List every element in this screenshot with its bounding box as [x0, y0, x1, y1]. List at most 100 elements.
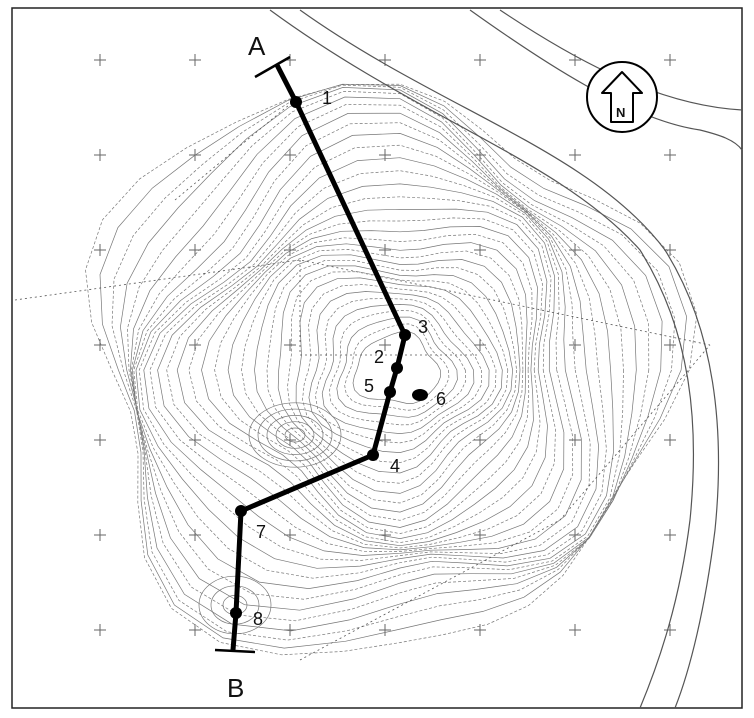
- contour-line: [135, 133, 599, 569]
- point-4-marker: [367, 449, 379, 461]
- grid-cross: [474, 244, 486, 256]
- contour-line: [248, 402, 342, 468]
- grid-cross: [664, 434, 676, 446]
- north-arrow-icon: N: [586, 61, 658, 133]
- contour-line: [328, 310, 467, 426]
- point-1-label: 1: [322, 88, 332, 108]
- section-end-cap-a: [254, 55, 291, 79]
- contour-line: [120, 87, 663, 632]
- grid-cross: [379, 244, 391, 256]
- contour-line: [149, 170, 574, 552]
- contour-line: [138, 144, 591, 561]
- grid-cross: [94, 339, 106, 351]
- grid-cross: [94, 434, 106, 446]
- contour-line: [275, 421, 315, 449]
- grid-cross: [94, 54, 106, 66]
- north-label: N: [616, 105, 625, 120]
- contour-line: [241, 249, 524, 521]
- contour-line: [266, 259, 517, 504]
- point-6-marker: [412, 389, 428, 401]
- point-6-label: 6: [436, 389, 446, 409]
- grid-crosses: [94, 54, 676, 636]
- grid-cross: [189, 434, 201, 446]
- grid-cross: [284, 434, 296, 446]
- point-4-label: 4: [390, 456, 400, 476]
- contour-line: [352, 330, 441, 404]
- contour-line: [130, 96, 637, 611]
- road-lines: [269, 9, 743, 709]
- contour-line: [131, 104, 624, 600]
- grid-cross: [379, 434, 391, 446]
- grid-cross: [189, 339, 201, 351]
- contour-line: [188, 217, 543, 543]
- contour-line: [157, 183, 565, 551]
- contour-line: [277, 265, 513, 494]
- contour-line: [321, 304, 475, 434]
- point-7-marker: [235, 505, 247, 517]
- section-start-label: A: [248, 31, 266, 61]
- grid-cross: [664, 244, 676, 256]
- contour-line: [143, 157, 582, 556]
- contour-line: [210, 585, 260, 625]
- grid-cross: [474, 149, 486, 161]
- survey-lines: [14, 99, 711, 661]
- contour-line: [99, 83, 687, 649]
- grid-cross: [94, 529, 106, 541]
- contour-line: [302, 284, 497, 464]
- contour-line: [266, 415, 324, 455]
- contour-line: [336, 316, 458, 418]
- contour-line: [227, 242, 528, 528]
- point-3-marker: [399, 329, 411, 341]
- point-8-marker: [230, 607, 242, 619]
- contour-line: [132, 112, 614, 589]
- contour-line: [254, 254, 521, 513]
- contour-line: [198, 575, 272, 635]
- contour-line: [166, 196, 556, 549]
- grid-cross: [474, 434, 486, 446]
- grid-cross: [569, 149, 581, 161]
- grid-cross: [284, 149, 296, 161]
- contour-line: [222, 595, 248, 615]
- grid-cross: [189, 624, 201, 636]
- contour-line: [214, 233, 533, 534]
- grid-cross: [474, 54, 486, 66]
- contour-line: [287, 271, 509, 484]
- grid-cross: [94, 149, 106, 161]
- contour-lines: [85, 83, 698, 656]
- grid-cross: [569, 339, 581, 351]
- grid-cross: [569, 529, 581, 541]
- grid-cross: [94, 244, 106, 256]
- point-5-label: 5: [364, 376, 374, 396]
- contour-line: [176, 208, 548, 547]
- point-7-label: 7: [256, 522, 266, 542]
- point-5-marker: [384, 386, 396, 398]
- grid-cross: [474, 529, 486, 541]
- contour-line: [127, 90, 650, 622]
- grid-cross: [664, 624, 676, 636]
- point-1-marker: [290, 96, 302, 108]
- grid-cross: [189, 529, 201, 541]
- point-2-marker: [391, 362, 403, 374]
- grid-cross: [569, 624, 581, 636]
- grid-cross: [284, 339, 296, 351]
- contour-line: [308, 291, 490, 453]
- grid-cross: [379, 339, 391, 351]
- grid-cross: [569, 434, 581, 446]
- contour-line: [85, 83, 698, 656]
- grid-cross: [664, 54, 676, 66]
- contour-line: [201, 226, 538, 539]
- point-3-label: 3: [418, 317, 428, 337]
- contour-line: [284, 427, 306, 443]
- point-8-label: 8: [253, 609, 263, 629]
- contour-line: [111, 84, 676, 641]
- contour-line: [133, 122, 607, 579]
- grid-cross: [379, 624, 391, 636]
- point-2-label: 2: [374, 347, 384, 367]
- map-frame: [11, 7, 743, 709]
- section-end-cap-b: [214, 648, 256, 654]
- grid-cross: [569, 244, 581, 256]
- grid-cross: [94, 624, 106, 636]
- contour-line: [344, 323, 450, 411]
- grid-cross: [664, 529, 676, 541]
